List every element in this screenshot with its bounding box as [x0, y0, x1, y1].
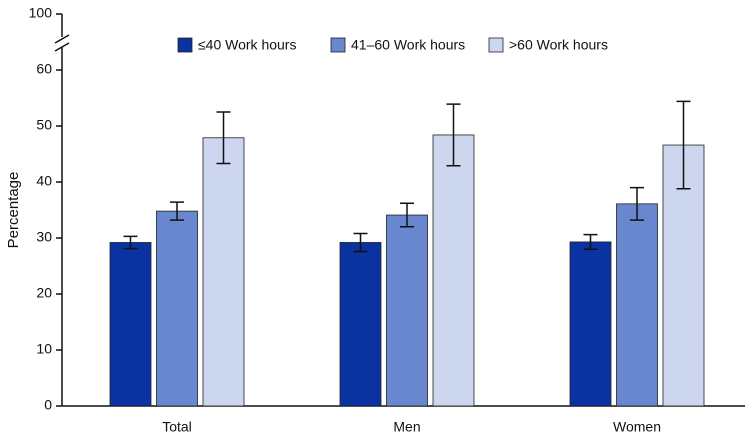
y-tick-label: 0 — [44, 397, 52, 413]
bar — [386, 214, 428, 407]
y-tick-label: 30 — [36, 229, 52, 245]
bar — [432, 134, 475, 407]
bar — [616, 203, 658, 407]
x-tick-label: Total — [162, 419, 192, 435]
legend-label: >60 Work hours — [509, 37, 608, 53]
axis-break — [54, 42, 70, 52]
error-bar — [446, 103, 461, 167]
legend-swatch — [488, 37, 504, 53]
bar — [202, 137, 245, 407]
x-tick-label: Women — [613, 419, 661, 435]
y-tick-label: 10 — [36, 341, 52, 357]
error-bar — [216, 111, 231, 165]
bar — [109, 242, 152, 407]
error-bar — [630, 186, 644, 221]
error-bar — [123, 235, 138, 250]
bar — [339, 242, 382, 407]
legend-label: ≤40 Work hours — [198, 37, 296, 53]
error-bar — [583, 233, 598, 250]
legend-swatch — [177, 37, 193, 53]
y-axis-label: Percentage — [5, 172, 22, 249]
legend-label: 41–60 Work hours — [351, 37, 465, 53]
error-bar — [170, 201, 184, 221]
legend-swatch — [330, 37, 346, 53]
y-tick-label: 40 — [36, 173, 52, 189]
x-tick-label: Men — [393, 419, 420, 435]
bar — [156, 210, 198, 407]
axis-break — [54, 34, 70, 44]
error-bar — [353, 232, 368, 253]
y-tick-label: 60 — [36, 61, 52, 77]
y-tick-label: 100 — [29, 5, 53, 21]
bar — [569, 241, 612, 407]
error-bar — [400, 202, 414, 228]
error-bar — [676, 100, 691, 190]
y-tick-label: 20 — [36, 285, 52, 301]
y-tick-label: 50 — [36, 117, 52, 133]
